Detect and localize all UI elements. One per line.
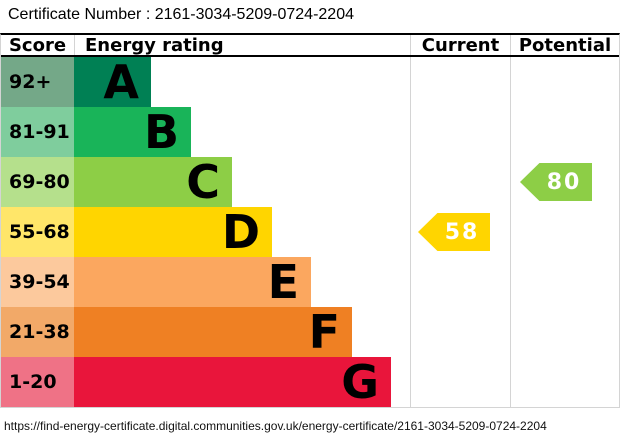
score-range: 39-54 (1, 257, 74, 307)
score-range: 81-91 (1, 107, 74, 157)
band-row-a: 92+ A (1, 57, 619, 107)
band-row-b: 81-91 B (1, 107, 619, 157)
rating-letter: C (186, 155, 220, 209)
potential-column-divider (510, 57, 511, 407)
score-range: 21-38 (1, 307, 74, 357)
score-range: 55-68 (1, 207, 74, 257)
rating-letter: E (267, 255, 299, 309)
rating-letter: F (308, 305, 340, 359)
band-row-e: 39-54 E (1, 257, 619, 307)
band-row-g: 1-20 G (1, 357, 619, 407)
band-row-c: 69-80 C (1, 157, 619, 207)
current-column-divider (410, 57, 411, 407)
potential-rating-value: 80 (546, 169, 582, 195)
current-rating-value: 58 (444, 219, 480, 245)
rating-letter: A (103, 55, 139, 109)
band-row-d: 55-68 D (1, 207, 619, 257)
col-header-energy-rating: Energy rating (74, 35, 410, 56)
col-header-potential: Potential (510, 35, 619, 56)
rating-letter: D (221, 205, 260, 259)
score-range: 92+ (1, 57, 74, 107)
rating-bar-d: D (74, 207, 272, 257)
band-row-f: 21-38 F (1, 307, 619, 357)
certificate-url: https://find-energy-certificate.digital.… (4, 419, 547, 433)
rating-bar-g: G (74, 357, 391, 407)
rating-bar-e: E (74, 257, 311, 307)
rating-bar-c: C (74, 157, 232, 207)
score-range: 69-80 (1, 157, 74, 207)
col-header-current: Current (410, 35, 510, 56)
rating-bar-a: A (74, 57, 151, 107)
rating-bar-f: F (74, 307, 352, 357)
current-rating-arrow: 58 (418, 213, 490, 251)
score-range: 1-20 (1, 357, 74, 407)
certificate-number: Certificate Number : 2161-3034-5209-0724… (8, 6, 354, 23)
rating-bands: 92+ A 81-91 B 69-80 C 55-68 D 39-54 E 21… (1, 57, 619, 407)
rating-bar-b: B (74, 107, 191, 157)
rating-letter: G (341, 355, 379, 409)
col-header-score: Score (8, 35, 67, 56)
table-header-row: Score Energy rating Current Potential (1, 35, 619, 57)
energy-rating-table: Score Energy rating Current Potential 92… (0, 33, 620, 408)
rating-letter: B (143, 105, 179, 159)
